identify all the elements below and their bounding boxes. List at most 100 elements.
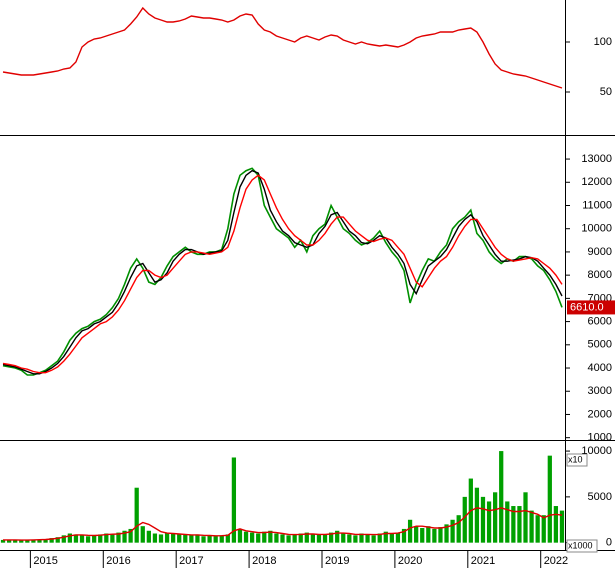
- y-tick-label: 9000: [588, 246, 612, 258]
- volume-bar: [6, 539, 12, 543]
- volume-bar: [389, 533, 394, 543]
- volume-bar: [31, 539, 36, 543]
- volume-bar: [486, 501, 492, 543]
- y-tick-label: 11000: [582, 199, 612, 211]
- volume-bar: [171, 533, 176, 543]
- volume-bar: [219, 535, 224, 543]
- volume-bar: [474, 487, 480, 543]
- y-tick-label: 2000: [588, 408, 612, 420]
- volume-bar: [480, 496, 486, 543]
- y-tick-label: 8000: [588, 269, 612, 281]
- volume-bar: [152, 533, 158, 543]
- volume-bar: [511, 506, 516, 543]
- y-tick-label: 10000: [581, 223, 612, 235]
- unit-box: [566, 453, 588, 467]
- volume-bar: [61, 535, 66, 543]
- volume-bar: [280, 534, 285, 543]
- volume-bar: [420, 528, 425, 543]
- volume-bar: [177, 534, 182, 543]
- y-tick-label: 5000: [588, 491, 612, 503]
- volume-bar: [164, 532, 170, 543]
- volume-bar: [13, 540, 18, 543]
- volume-bar: [450, 519, 455, 543]
- volume-bar: [73, 534, 79, 543]
- volume-bar: [559, 510, 565, 543]
- volume-bar: [517, 506, 522, 543]
- volume-bar: [140, 526, 145, 543]
- volume-bar: [213, 536, 218, 543]
- x-tick-label: 2021: [471, 555, 495, 567]
- volume-bar: [19, 540, 24, 543]
- volume-bar: [541, 515, 546, 543]
- volume-bar: [274, 533, 279, 543]
- x-tick-label: 2016: [106, 555, 130, 567]
- volume-bar: [262, 531, 267, 543]
- volume-bar: [377, 533, 382, 543]
- volume-bar: [505, 501, 510, 543]
- volume-bar: [335, 530, 340, 543]
- y-tick-label: 3000: [588, 385, 612, 397]
- volume-bar: [110, 534, 115, 543]
- volume-bar: [359, 533, 364, 543]
- volume-bar: [243, 531, 249, 543]
- volume-bar: [0, 539, 6, 543]
- volume-bar: [529, 510, 534, 543]
- volume-bar: [207, 535, 212, 543]
- volume-bar: [85, 536, 91, 543]
- y-tick-label: 6000: [588, 315, 612, 327]
- volume-bar: [316, 534, 322, 543]
- volume-bar: [128, 528, 133, 543]
- volume-bar: [365, 534, 370, 543]
- volume-bar: [201, 536, 206, 543]
- price-line: [2, 167, 563, 376]
- volume-bar: [225, 534, 230, 543]
- x-tick-label: 2020: [398, 555, 422, 567]
- unit-label: x1000: [568, 540, 593, 550]
- volume-bar: [395, 532, 401, 543]
- volume-bar: [499, 451, 504, 543]
- y-tick-label: 50: [600, 86, 612, 98]
- volume-bar: [237, 528, 243, 543]
- volume-bar: [104, 533, 109, 543]
- volume-bar: [249, 532, 255, 543]
- volume-bar: [547, 455, 552, 543]
- y-tick-label: 10000: [581, 445, 612, 457]
- last-value-label: 6610.0: [570, 301, 604, 313]
- last-value-box: [567, 300, 615, 315]
- volume-bar: [37, 539, 42, 543]
- moving-average: [2, 169, 563, 375]
- volume-bar: [371, 535, 376, 543]
- volume-bar: [158, 534, 164, 543]
- volume-bar: [383, 531, 388, 543]
- x-tick-label: 2017: [179, 555, 203, 567]
- volume-bar: [292, 534, 297, 543]
- volume-bar: [49, 538, 54, 543]
- volume-bar: [146, 530, 151, 543]
- volume-bar: [401, 528, 407, 543]
- volume-average: [3, 507, 563, 541]
- x-tick-label: 2015: [33, 555, 57, 567]
- volume-bar: [553, 506, 559, 543]
- volume-bar: [79, 535, 85, 543]
- volume-bar: [438, 527, 443, 543]
- volume-bar: [310, 534, 316, 543]
- volume-bar: [268, 530, 273, 543]
- y-tick-label: 0: [606, 537, 612, 549]
- volume-bar: [231, 457, 237, 543]
- volume-bar: [92, 535, 97, 543]
- volume-bar: [426, 526, 431, 543]
- y-tick-label: 13000: [581, 153, 612, 165]
- volume-bar: [195, 534, 200, 543]
- moving-average: [2, 174, 563, 374]
- volume-bar: [347, 534, 352, 543]
- volume-bar: [55, 537, 60, 543]
- volume-bar: [256, 533, 261, 543]
- volume-bar: [98, 534, 103, 543]
- volume-bar: [462, 496, 467, 543]
- volume-bar: [183, 534, 188, 543]
- volume-bar: [456, 515, 461, 543]
- volume-bar: [122, 530, 127, 543]
- volume-bar: [43, 539, 48, 543]
